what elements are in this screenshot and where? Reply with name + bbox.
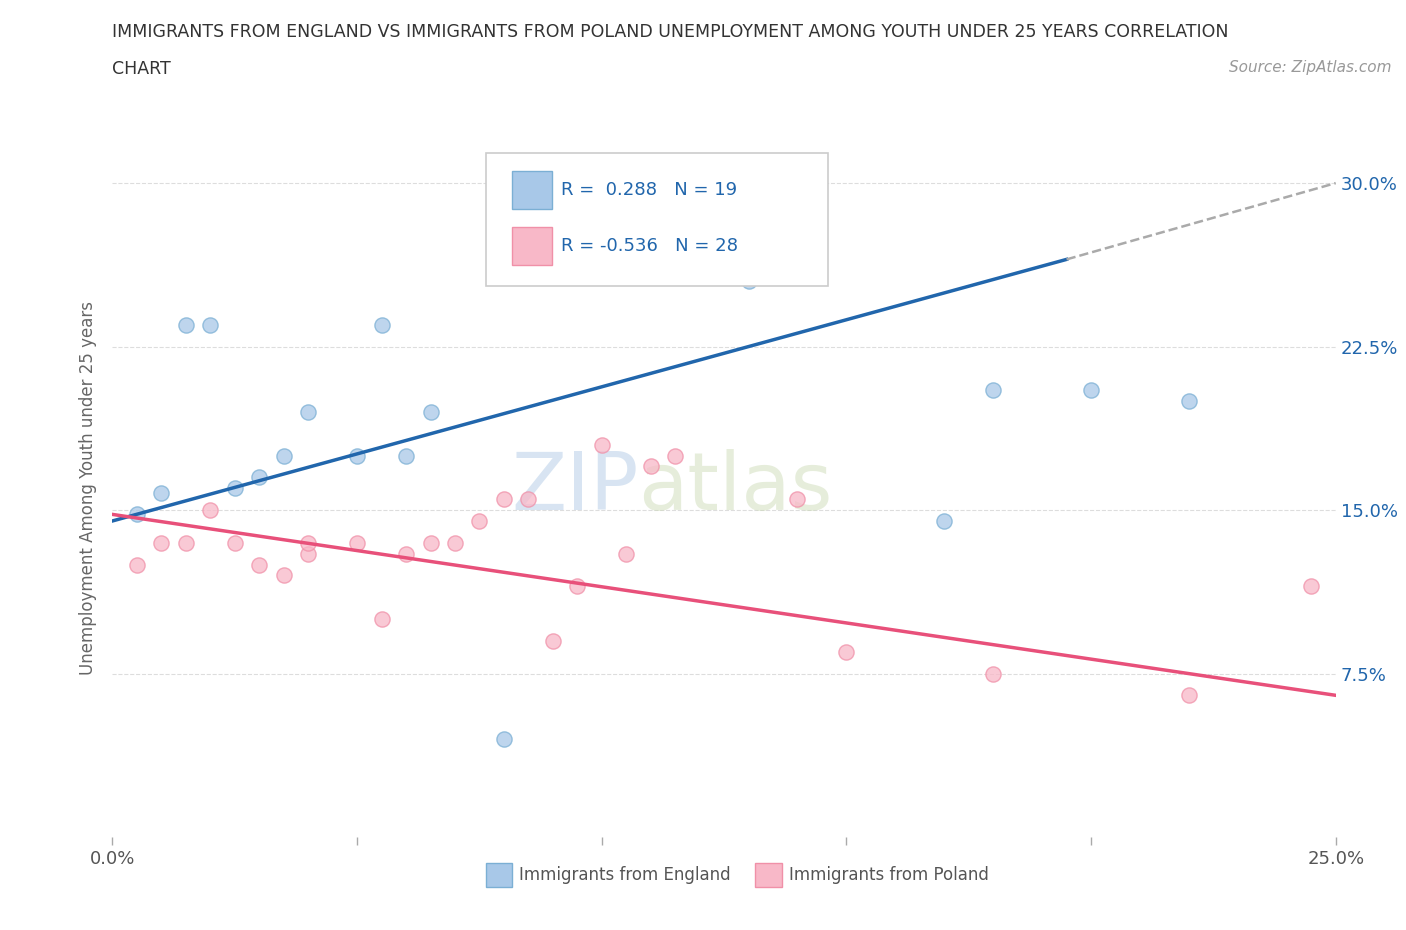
- Text: Immigrants from Poland: Immigrants from Poland: [789, 866, 988, 884]
- Bar: [512, 171, 551, 209]
- Point: [934, 513, 956, 528]
- Y-axis label: Unemployment Among Youth under 25 years: Unemployment Among Youth under 25 years: [79, 301, 97, 675]
- Point: [150, 536, 173, 551]
- Point: [174, 317, 197, 332]
- Point: [541, 633, 564, 648]
- Point: [444, 536, 467, 551]
- Point: [346, 536, 368, 551]
- Point: [517, 492, 540, 507]
- Point: [786, 492, 808, 507]
- Point: [468, 513, 491, 528]
- Point: [125, 557, 148, 572]
- Point: [664, 448, 686, 463]
- Point: [224, 536, 246, 551]
- Point: [1301, 578, 1323, 593]
- Point: [640, 459, 662, 474]
- Point: [297, 405, 319, 419]
- Point: [591, 437, 613, 452]
- Point: [150, 485, 173, 500]
- Point: [247, 470, 270, 485]
- Text: CHART: CHART: [112, 60, 172, 78]
- Point: [419, 405, 441, 419]
- Point: [567, 578, 589, 593]
- Point: [492, 732, 515, 747]
- Point: [174, 536, 197, 551]
- Point: [835, 644, 858, 659]
- Point: [297, 536, 319, 551]
- Point: [273, 568, 295, 583]
- Point: [737, 273, 759, 288]
- Bar: [512, 227, 551, 265]
- Point: [370, 317, 392, 332]
- Point: [981, 383, 1004, 398]
- Text: R =  0.288   N = 19: R = 0.288 N = 19: [561, 181, 738, 199]
- Point: [322, 111, 344, 126]
- Point: [200, 502, 222, 517]
- Point: [273, 448, 295, 463]
- Point: [200, 317, 222, 332]
- Text: ZIP: ZIP: [512, 449, 638, 527]
- Point: [297, 546, 319, 561]
- Point: [1178, 393, 1201, 408]
- Point: [1080, 383, 1102, 398]
- Point: [981, 666, 1004, 681]
- Point: [224, 481, 246, 496]
- Point: [395, 546, 418, 561]
- Text: IMMIGRANTS FROM ENGLAND VS IMMIGRANTS FROM POLAND UNEMPLOYMENT AMONG YOUTH UNDER: IMMIGRANTS FROM ENGLAND VS IMMIGRANTS FR…: [112, 23, 1229, 41]
- Point: [395, 448, 418, 463]
- Bar: [485, 863, 512, 887]
- Point: [370, 612, 392, 627]
- Point: [247, 557, 270, 572]
- Point: [419, 536, 441, 551]
- Text: atlas: atlas: [638, 449, 832, 527]
- Text: R = -0.536   N = 28: R = -0.536 N = 28: [561, 237, 738, 255]
- Bar: [755, 863, 782, 887]
- Point: [614, 546, 637, 561]
- Text: Source: ZipAtlas.com: Source: ZipAtlas.com: [1229, 60, 1392, 75]
- Point: [346, 448, 368, 463]
- Text: Immigrants from England: Immigrants from England: [519, 866, 730, 884]
- Point: [492, 492, 515, 507]
- Point: [1178, 688, 1201, 703]
- Point: [125, 507, 148, 522]
- FancyBboxPatch shape: [485, 153, 828, 286]
